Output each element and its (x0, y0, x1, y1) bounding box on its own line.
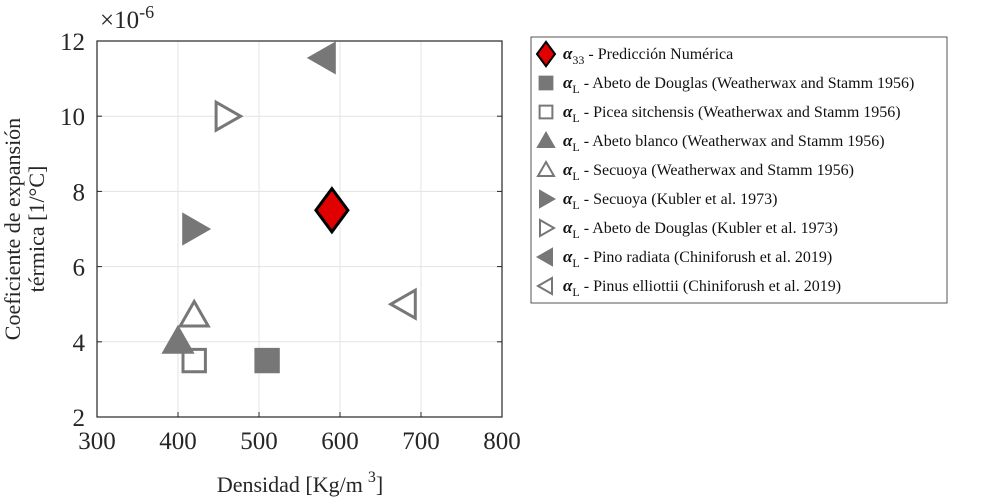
x-tick-label: 300 (78, 428, 116, 455)
legend-marker-triangle-up (536, 130, 556, 148)
legend-entry-label: αL - Abeto blanco (Weatherwax and Stamm … (563, 131, 885, 154)
y-tick-label: 6 (73, 255, 86, 282)
legend-entry-label: αL - Abeto de Douglas (Kubler et al. 197… (563, 218, 838, 241)
grid (96, 40, 503, 418)
legend-entry-label: αL - Pinus elliottii (Chiniforush et al.… (563, 276, 841, 299)
legend-entry-label: αL - Secuoya (Kubler et al. 1973) (563, 189, 777, 212)
y-tick-label: 8 (73, 179, 86, 206)
legend-marker-triangle-right (539, 218, 557, 238)
legend-entry-label: αL - Pino radiata (Chiniforush et al. 20… (563, 247, 832, 270)
data-point-triangle-right (182, 212, 212, 246)
data-point-triangle-up (177, 298, 211, 328)
legend-entry-label: α33 - Predicción Numérica (563, 44, 733, 67)
legend-marker-diamond (535, 40, 557, 68)
x-axis-label: Densidad [Kg/m 3] (217, 469, 383, 497)
data-points (161, 41, 417, 374)
y-tick-label: 12 (60, 29, 85, 56)
legend-marker-triangle-left (535, 276, 553, 296)
data-point-square (181, 347, 207, 374)
legend-marker-square (538, 75, 554, 91)
y-multiplier: ×10-6 (100, 2, 154, 34)
legend-entry-label: αL - Secuoya (Weatherwax and Stamm 1956) (563, 160, 854, 183)
x-tick-label: 800 (483, 428, 521, 455)
x-tick-label: 400 (159, 428, 197, 455)
legend-marker-triangle-left (535, 247, 553, 267)
data-point-triangle-up (161, 324, 195, 354)
x-tick-label: 600 (321, 428, 359, 455)
legend-entries: α33 - Predicción Numérica αL - Abeto de D… (535, 40, 914, 299)
ticks: 300 400 500 600 700 800 2 4 6 8 10 12 (60, 29, 521, 455)
y-tick-label: 2 (73, 405, 86, 432)
y-axis-label-line1: Coeficiente de expansión (0, 118, 25, 340)
legend (530, 36, 948, 304)
data-point-triangle-right (214, 99, 244, 133)
plot-area (96, 40, 503, 418)
legend-entry-label: αL - Picea sitchensis (Weatherwax and St… (563, 102, 901, 125)
legend-entry-label: αL - Abeto de Douglas (Weatherwax and St… (563, 73, 914, 96)
legend-marker-square (538, 104, 554, 120)
y-axis-label: Coeficiente de expansión térmica [1/°C] (0, 118, 49, 340)
x-tick-label: 700 (402, 428, 440, 455)
legend-marker-triangle-up (536, 159, 556, 177)
data-point-diamond (314, 186, 350, 235)
data-point-square (254, 347, 280, 374)
legend-marker-triangle-right (539, 189, 557, 209)
data-point-triangle-left (387, 287, 417, 321)
data-point-triangle-left (306, 41, 336, 75)
x-tick-label: 500 (240, 428, 278, 455)
y-tick-label: 10 (60, 104, 85, 131)
y-axis-label-line2: térmica [1/°C] (24, 166, 49, 293)
y-tick-label: 4 (73, 330, 86, 357)
